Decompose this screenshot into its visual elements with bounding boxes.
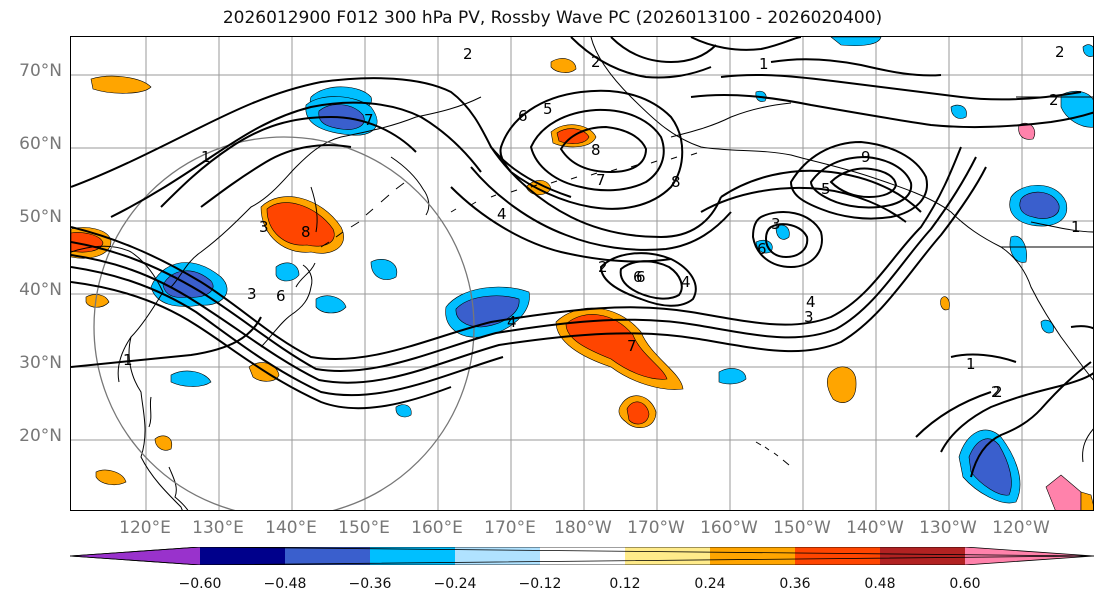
contour-labels: 1 2 1 7 2 6 5 8 7 1 2 2 6 4 3 8 6 9 5 6 … xyxy=(123,43,1081,401)
colorbar-tick: 0.60 xyxy=(949,576,981,592)
lon-label-140w: 140°W xyxy=(846,518,904,538)
contour-label: 2 xyxy=(1055,43,1065,61)
pv-contours xyxy=(71,37,1093,478)
reference-circle xyxy=(93,136,475,510)
contour-label: 7 xyxy=(596,171,606,189)
contour-label: 2 xyxy=(463,45,473,63)
lat-label-30n: 30°N xyxy=(19,353,62,373)
contour-label: 6 xyxy=(276,287,286,305)
colorbar-bin xyxy=(540,547,625,565)
contour-label: 2 xyxy=(993,383,1003,401)
contour-label: 2 xyxy=(991,383,1001,401)
lon-label-150e: 150°E xyxy=(338,518,390,538)
contour-label: 8 xyxy=(591,141,601,159)
lon-label-130w: 130°W xyxy=(919,518,977,538)
contour-label: 4 xyxy=(681,273,691,291)
lon-label-120w: 120°W xyxy=(992,518,1050,538)
contour-label: 5 xyxy=(821,180,831,198)
contour-label: 6 xyxy=(757,240,767,258)
lat-label-60n: 60°N xyxy=(19,134,62,154)
contour-label: 3 xyxy=(804,308,814,326)
contour-label: 2 xyxy=(1049,91,1059,109)
lon-label-160e: 160°E xyxy=(411,518,463,538)
lon-label-150w: 150°W xyxy=(773,518,831,538)
contour-label: 7 xyxy=(364,111,374,129)
map-canvas: 1 2 1 7 2 6 5 8 7 1 2 2 6 4 3 8 6 9 5 6 … xyxy=(71,37,1093,510)
colorbar xyxy=(70,547,1094,565)
contour-label: 1 xyxy=(966,355,976,373)
colorbar-tick: −0.24 xyxy=(433,576,477,592)
map-panel[interactable]: 1 2 1 7 2 6 5 8 7 1 2 2 6 4 3 8 6 9 5 6 … xyxy=(70,36,1094,511)
contour-label: 1 xyxy=(1071,218,1081,236)
colorbar-tick: 0.36 xyxy=(779,576,811,592)
colorbar-bin xyxy=(880,547,965,565)
colorbar-bin xyxy=(370,547,455,565)
contour-label: 2 xyxy=(591,53,601,71)
contour-label: 8 xyxy=(671,173,681,191)
lat-label-20n: 20°N xyxy=(19,426,62,446)
lon-label-160w: 160°W xyxy=(700,518,758,538)
colorbar-tick: −0.12 xyxy=(518,576,562,592)
contour-label: 9 xyxy=(861,148,871,166)
colorbar-extend-low xyxy=(70,547,200,565)
colorbar-bin xyxy=(710,547,795,565)
contour-label: 2 xyxy=(598,258,608,276)
contour-label: 1 xyxy=(201,148,211,166)
contour-label: 4 xyxy=(497,205,507,223)
contour-label: 5 xyxy=(543,100,553,118)
contour-label: 8 xyxy=(301,223,311,241)
colorbar-extend-high xyxy=(965,547,1094,565)
colorbar-bin xyxy=(455,547,540,565)
colorbar-bin xyxy=(625,547,710,565)
map-title: 2026012900 F012 300 hPa PV, Rossby Wave … xyxy=(222,8,883,28)
contour-label: 1 xyxy=(123,351,133,369)
contour-label: 3 xyxy=(771,215,781,233)
lon-label-170w: 170°W xyxy=(627,518,685,538)
lon-label-120e: 120°E xyxy=(119,518,171,538)
lat-label-70n: 70°N xyxy=(19,61,62,81)
contour-label: 3 xyxy=(247,285,257,303)
lon-label-130e: 130°E xyxy=(192,518,244,538)
graticule xyxy=(71,37,1093,510)
lat-label-50n: 50°N xyxy=(19,207,62,227)
colorbar-bin xyxy=(200,547,285,565)
colorbar-tick: 0.12 xyxy=(609,576,641,592)
contour-label: 4 xyxy=(507,313,517,331)
colorbar-tick: −0.48 xyxy=(263,576,307,592)
contour-label: 6 xyxy=(518,107,528,125)
colorbar-tick: −0.36 xyxy=(348,576,392,592)
contour-label: 6 xyxy=(636,268,646,286)
lon-label-180w: 180°W xyxy=(554,518,612,538)
contour-label: 4 xyxy=(806,293,816,311)
contour-label: 6 xyxy=(633,268,643,286)
colorbar-tick: −0.60 xyxy=(178,576,222,592)
colorbar-tick: 0.48 xyxy=(864,576,896,592)
colorbar-bin xyxy=(795,547,880,565)
contour-label: 1 xyxy=(759,55,769,73)
colorbar-tick: 0.24 xyxy=(694,576,726,592)
lon-label-140e: 140°E xyxy=(265,518,317,538)
lat-label-40n: 40°N xyxy=(19,280,62,300)
lon-label-170e: 170°E xyxy=(484,518,536,538)
contour-label: 7 xyxy=(627,337,637,355)
coastlines xyxy=(71,37,1093,510)
colorbar-bin xyxy=(285,547,370,565)
contour-label: 3 xyxy=(259,218,269,236)
